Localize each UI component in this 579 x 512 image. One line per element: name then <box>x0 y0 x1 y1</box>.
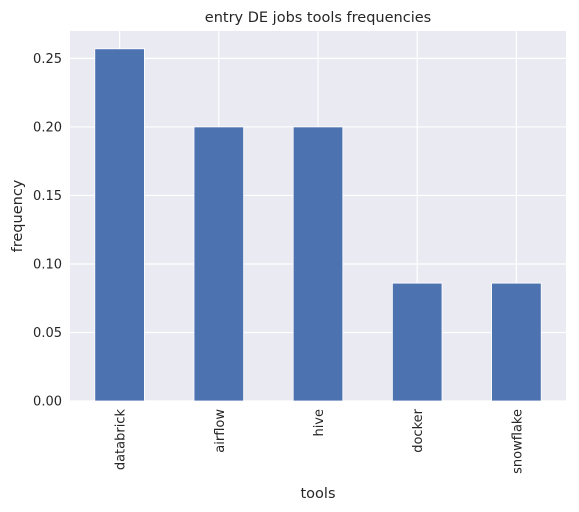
x-tick-label-hive: hive <box>312 409 327 437</box>
x-axis-label: tools <box>300 486 335 502</box>
y-tick-label: 0.20 <box>33 120 62 135</box>
bar-hive <box>292 126 344 402</box>
x-tick-label-databrick: databrick <box>114 409 129 471</box>
x-tick-label-docker: docker <box>411 408 426 452</box>
y-tick-label: 0.05 <box>33 326 62 341</box>
bar-docker <box>391 282 443 402</box>
bar-airflow <box>193 126 244 402</box>
y-tick-label: 0.10 <box>33 257 62 272</box>
chart-title: entry DE jobs tools frequencies <box>205 10 431 26</box>
bar-databrick <box>94 48 145 402</box>
x-axis-ticks: databrick airflow hive docker snowflake <box>114 408 526 473</box>
x-tick-label-snowflake: snowflake <box>510 409 525 474</box>
y-axis-label: frequency <box>10 179 26 252</box>
x-tick-label-airflow: airflow <box>213 409 228 453</box>
y-tick-label: 0.15 <box>33 189 62 204</box>
y-tick-label: 0.25 <box>33 52 62 67</box>
bars <box>94 48 542 402</box>
y-tick-label: 0.00 <box>33 395 62 410</box>
y-axis-ticks: 0.00 0.05 0.10 0.15 0.20 0.25 <box>33 52 62 410</box>
bar-snowflake <box>491 282 542 402</box>
